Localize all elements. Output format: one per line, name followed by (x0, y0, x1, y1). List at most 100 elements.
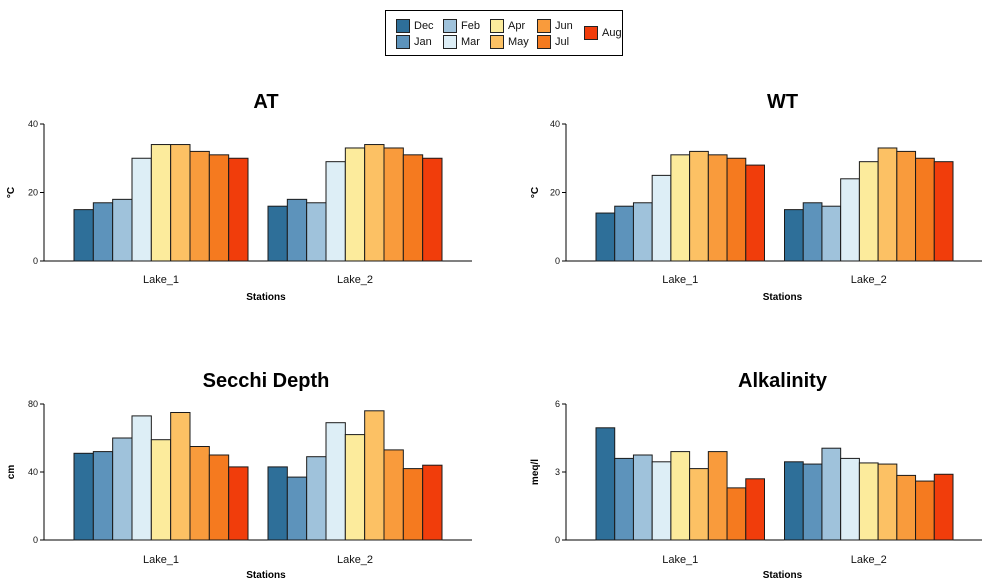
legend-label: Aug (602, 27, 622, 39)
x-tick-label: Lake_1 (662, 554, 698, 566)
y-tick-label: 0 (33, 535, 38, 545)
legend-swatch (490, 19, 504, 33)
bar-lake-1-dec (595, 427, 616, 541)
bar-lake-2-apr (858, 161, 879, 262)
bar-lake-2-jul (915, 480, 935, 541)
bar-lake-1-may (170, 144, 191, 262)
legend-label: Dec (414, 20, 434, 32)
bar-lake-1-jul (726, 487, 747, 541)
bar-lake-2-aug (422, 464, 443, 541)
bar-lake-1-jan (614, 205, 634, 262)
legend-label: Jun (555, 20, 573, 32)
legend-item-mar: Mar (443, 35, 480, 49)
bar-lake-1-jan (92, 451, 114, 541)
y-tick-label: 0 (33, 256, 38, 266)
x-tick-label: Lake_2 (851, 554, 887, 566)
bar-lake-1-jun (189, 150, 210, 262)
y-tick-label: 40 (28, 467, 38, 477)
bar-lake-1-aug (228, 157, 249, 262)
legend-item-dec: Dec (396, 19, 434, 33)
bar-lake-2-apr (344, 434, 366, 541)
legend-label: Feb (461, 20, 480, 32)
bar-lake-2-jul (915, 157, 935, 262)
legend-item-jan: Jan (396, 35, 432, 49)
bar-lake-1-jan (614, 457, 634, 541)
y-tick-label: 3 (555, 467, 560, 477)
bar-lake-2-feb (821, 205, 842, 262)
legend-swatch (396, 35, 410, 49)
y-tick-label: 80 (28, 399, 38, 409)
x-tick-label: Lake_1 (143, 274, 179, 286)
legend-item-aug: Aug (584, 26, 622, 40)
legend-swatch (584, 26, 598, 40)
bar-lake-2-may (364, 144, 385, 262)
bar-lake-2-dec (784, 209, 804, 262)
legend-swatch (537, 19, 551, 33)
bar-lake-1-apr (670, 451, 691, 541)
bar-lake-1-jun (189, 446, 210, 541)
bar-lake-2-mar (840, 178, 860, 262)
bar-lake-1-jul (726, 157, 747, 262)
bar-lake-2-may (877, 463, 898, 541)
y-tick-label: 0 (555, 256, 560, 266)
legend-swatch (396, 19, 410, 33)
legend-label: Apr (508, 20, 526, 32)
bar-lake-2-jul (402, 468, 424, 541)
chart-wt: WT 0 20 40 °C Lake_1 Lake_2 Stations (530, 91, 982, 303)
legend-swatch (443, 35, 457, 49)
bar-lake-2-may (364, 410, 385, 541)
bar-lake-2-dec (267, 466, 288, 541)
bar-lake-2-aug (422, 157, 443, 262)
bar-lake-2-aug (933, 161, 954, 262)
legend-swatch (443, 19, 457, 33)
bar-lake-2-may (877, 147, 898, 262)
legend-swatch (490, 35, 504, 49)
x-axis-label: Stations (246, 292, 286, 303)
bar-lake-1-may (170, 412, 191, 541)
y-axis-label: °C (6, 187, 17, 198)
bar-lake-1-apr (150, 439, 172, 541)
chart-title: Secchi Depth (203, 370, 330, 392)
chart-title: WT (767, 91, 798, 113)
legend-label: Jul (555, 36, 570, 48)
x-tick-label: Lake_2 (337, 554, 373, 566)
bar-lake-1-dec (595, 212, 616, 262)
bar-lake-2-feb (306, 456, 327, 541)
bar-lake-1-feb (632, 454, 653, 541)
y-tick-label: 40 (550, 119, 560, 129)
y-axis-label: °C (530, 187, 541, 198)
bar-lake-1-dec (73, 452, 94, 541)
bar-lake-2-apr (858, 462, 879, 541)
x-axis-label: Stations (246, 570, 286, 581)
legend-item-jul: Jul (537, 35, 569, 49)
bar-lake-1-jul (208, 154, 230, 262)
bar-lake-1-aug (745, 478, 765, 541)
x-axis-label: Stations (763, 292, 803, 303)
bar-lake-1-feb (112, 437, 133, 541)
legend-item-may: May (490, 35, 529, 49)
bar-lake-2-jan (286, 476, 308, 541)
bar-lake-2-dec (784, 461, 804, 541)
bar-lake-1-mar (651, 174, 672, 262)
y-tick-label: 20 (28, 188, 38, 198)
bar-lake-1-dec (73, 209, 94, 262)
bar-lake-1-apr (150, 144, 172, 262)
bar-lake-1-jun (707, 451, 728, 541)
bar-lake-1-may (689, 468, 709, 541)
y-tick-label: 20 (550, 188, 560, 198)
legend-swatch (537, 35, 551, 49)
y-tick-label: 6 (555, 399, 560, 409)
bar-lake-1-mar (651, 461, 672, 541)
chart-title: AT (253, 91, 278, 113)
bar-lake-2-aug (933, 473, 954, 541)
legend-label: Mar (461, 36, 480, 48)
bar-lake-2-mar (325, 422, 346, 541)
y-axis-label: meq/l (530, 459, 541, 485)
chart-legend: Dec Jan Feb Mar Apr May Jun Jul Aug (385, 10, 623, 56)
x-tick-label: Lake_1 (662, 274, 698, 286)
bar-lake-2-jan (802, 202, 823, 262)
bar-lake-2-jan (286, 198, 308, 262)
bar-lake-1-jan (92, 202, 114, 262)
bar-lake-1-aug (228, 466, 249, 541)
